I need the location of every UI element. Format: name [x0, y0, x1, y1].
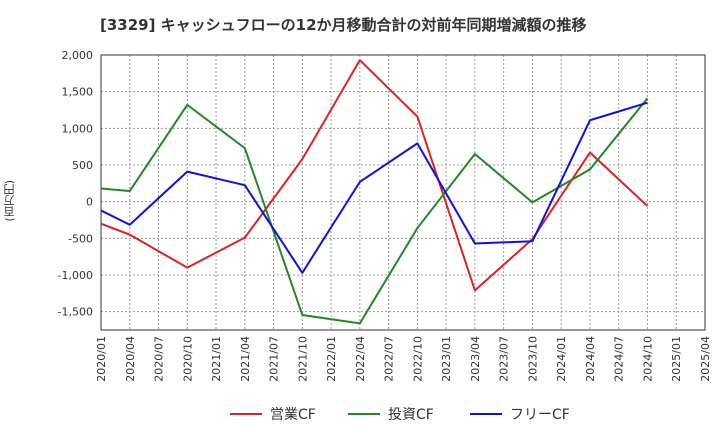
x-tick-label: 2024/01	[555, 336, 568, 382]
x-tick-label: 2022/01	[325, 336, 338, 382]
series-line-フリーCF	[100, 101, 648, 274]
y-tick-label: 2,000	[62, 49, 94, 62]
x-tick-label: 2020/01	[95, 336, 108, 382]
x-tick-label: 2021/10	[296, 336, 309, 382]
y-tick-label: 1,500	[62, 86, 94, 99]
y-tick-label: 0	[86, 196, 93, 209]
x-tick-label: 2023/01	[440, 336, 453, 382]
x-tick-label: 2025/01	[670, 336, 683, 382]
x-tick-label: 2023/07	[498, 336, 511, 382]
y-tick-label: -1,000	[58, 269, 93, 282]
y-tick-label: 500	[72, 159, 93, 172]
x-tick-label: 2022/04	[354, 336, 367, 382]
x-tick-label: 2022/07	[383, 336, 396, 382]
x-tick-label: 2023/04	[469, 336, 482, 382]
x-tick-label: 2021/07	[268, 336, 281, 382]
legend-label: 投資CF	[388, 407, 434, 423]
x-tick-label: 2024/04	[584, 336, 597, 382]
x-tick-label: 2025/04	[699, 336, 712, 382]
plot-frame	[100, 54, 706, 331]
y-tick-label: 1,000	[62, 122, 94, 135]
legend-label: フリーCF	[510, 407, 570, 423]
x-tick-label: 2024/10	[641, 336, 654, 382]
chart-title: [3329] キャッシュフローの12か月移動合計の対前年同期増減額の推移	[100, 16, 587, 34]
series-line-営業CF	[100, 59, 649, 292]
x-tick-label: 2022/10	[411, 336, 424, 382]
y-tick-label: -500	[68, 232, 93, 245]
legend-label: 営業CF	[270, 407, 316, 423]
x-tick-label: 2020/10	[181, 336, 194, 382]
legend: 営業CF 投資CF フリーCF	[230, 407, 570, 423]
x-tick-label: 2023/10	[526, 336, 539, 382]
x-tick-label: 2021/01	[210, 336, 223, 382]
x-tick-label: 2021/04	[239, 336, 252, 382]
series-line-投資CF	[100, 97, 649, 325]
x-tick-label: 2024/07	[613, 336, 626, 382]
x-tick-label: 2020/04	[124, 336, 137, 382]
x-tick-label: 2020/07	[153, 336, 166, 382]
y-tick-label: -1,500	[58, 306, 93, 319]
